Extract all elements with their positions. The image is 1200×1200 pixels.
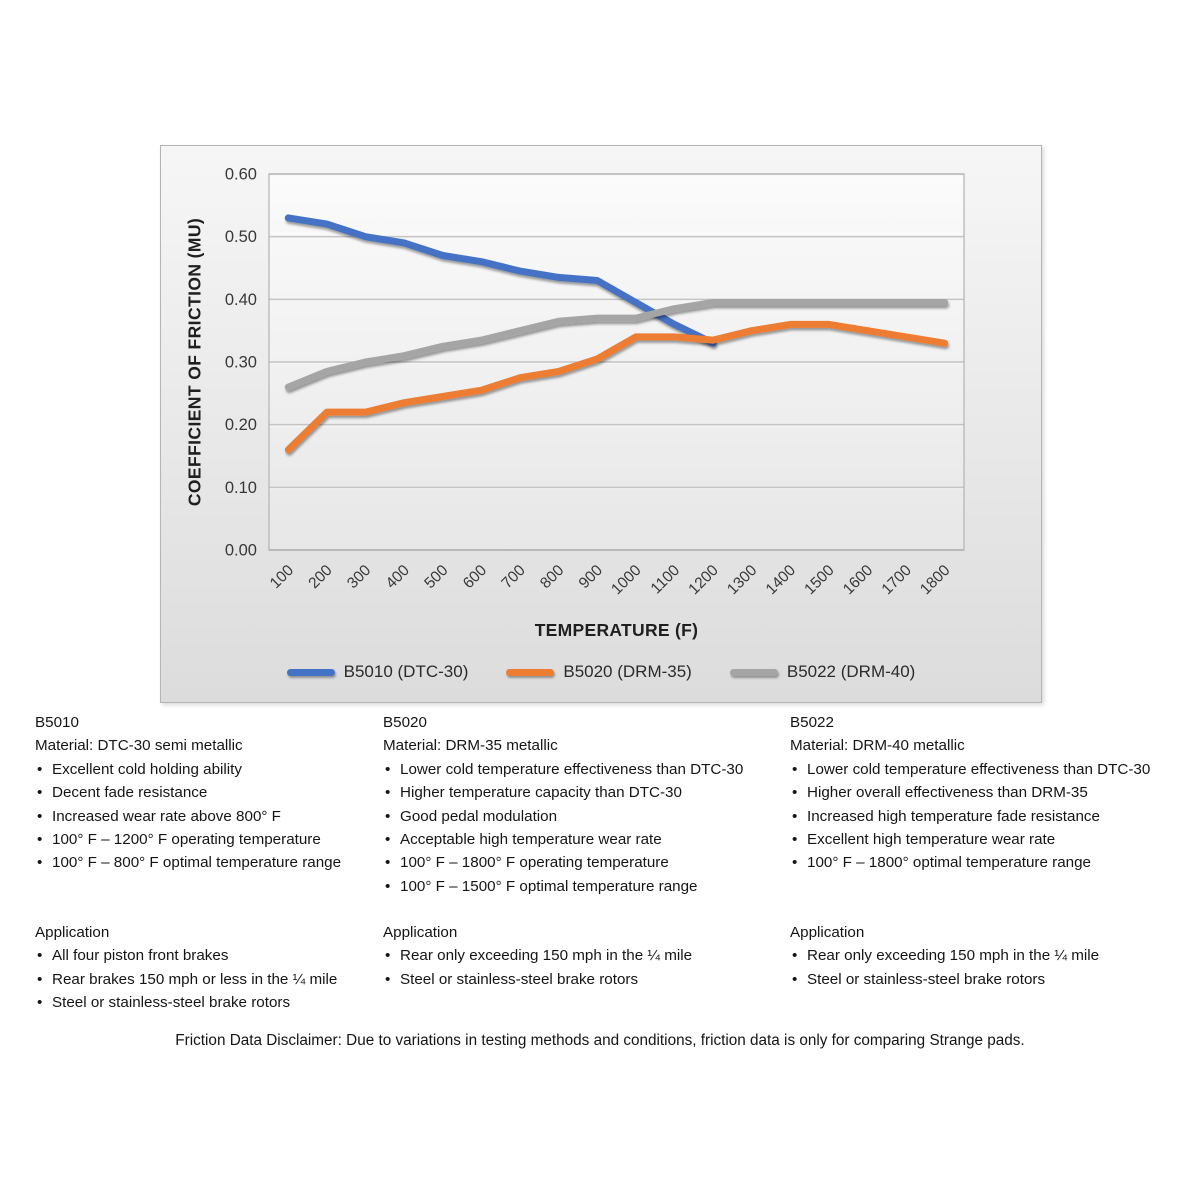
x-tick-label: 1700: [879, 562, 916, 599]
application-heading: Application: [383, 924, 458, 941]
spec-bullet: Increased high temperature fade resistan…: [790, 805, 1192, 829]
legend-swatch-b5020: [506, 668, 555, 676]
spec-bullet: Higher temperature capacity than DTC-30: [383, 781, 781, 805]
x-tick-label: 100: [267, 562, 298, 593]
friction-chart-card: 0.00 0.10 0.20 0.30 0.40 0.50 0.60 100 200 300 400…: [160, 145, 1042, 703]
y-tick-label: 0.10: [225, 479, 257, 497]
material-line: Material: DRM-40 metallic: [790, 737, 965, 755]
spec-bullet: Lower cold temperature effectiveness tha…: [383, 758, 781, 782]
plot-border: [268, 173, 965, 551]
spec-bullet: Lower cold temperature effectiveness tha…: [790, 758, 1192, 782]
spec-bullet: 100° F – 800° F optimal temperature rang…: [35, 851, 370, 875]
x-tick-label: 200: [305, 562, 336, 593]
y-tick-label: 0.30: [225, 354, 257, 372]
x-tick-label: 300: [344, 562, 375, 593]
material-line: Material: DTC-30 semi metallic: [35, 737, 243, 755]
material-line: Material: DRM-35 metallic: [383, 737, 558, 755]
application-bullet: Steel or stainless-steel brake rotors: [790, 968, 1192, 992]
spec-bullet: Excellent high temperature wear rate: [790, 828, 1192, 852]
legend-item-b5010: B5010 (DTC-30): [286, 662, 469, 682]
legend-swatch-b5010: [286, 668, 335, 676]
x-tick-label: 1100: [648, 562, 684, 598]
spec-block: B5020 Material: DRM-35 metallic Lower co…: [383, 711, 781, 921]
spec-bullet: Acceptable high temperature wear rate: [383, 828, 781, 852]
application-heading: Application: [790, 924, 865, 941]
y-tick-label: 0.00: [225, 542, 257, 560]
legend-swatch-b5022: [729, 668, 778, 676]
application-bullet-list: All four piston front brakes Rear brakes…: [35, 944, 370, 1015]
spec-block: B5010 Material: DTC-30 semi metallic Exc…: [35, 711, 370, 921]
x-tick-label: 500: [421, 562, 452, 593]
spec-bullet: 100° F – 1200° F operating temperature: [35, 828, 370, 852]
spec-bullet: Excellent cold holding ability: [35, 758, 370, 782]
x-tick-label: 1600: [840, 562, 877, 599]
legend-label: B5022 (DRM-40): [786, 662, 916, 681]
x-axis-title: TEMPERATURE (F): [534, 620, 699, 640]
application-bullet: Rear only exceeding 150 mph in the ¼ mil…: [383, 944, 781, 968]
x-tick-label: 1500: [801, 562, 838, 599]
spec-column-b5020: B5020 Material: DRM-35 metallic Lower co…: [383, 711, 781, 992]
spec-column-b5022: B5022 Material: DRM-40 metallic Lower co…: [790, 711, 1192, 992]
y-tick-label: 0.60: [225, 166, 257, 184]
application-heading: Application: [35, 924, 110, 941]
spec-bullet: 100° F – 1500° F optimal temperature ran…: [383, 875, 781, 899]
application-bullet-list: Rear only exceeding 150 mph in the ¼ mil…: [383, 944, 781, 991]
x-tick-label: 800: [537, 562, 568, 593]
x-tick-label: 1200: [685, 562, 722, 599]
chart-canvas: 0.00 0.10 0.20 0.30 0.40 0.50 0.60 100 200 300 400…: [225, 166, 965, 599]
application-bullet: Rear only exceeding 150 mph in the ¼ mil…: [790, 944, 1192, 968]
application-block: Application Rear only exceeding 150 mph …: [383, 921, 781, 992]
x-tick-label: 1400: [763, 562, 800, 599]
spec-bullet: Decent fade resistance: [35, 781, 370, 805]
chart-legend: B5010 (DTC-30) B5020 (DRM-35) B5022 (DRM…: [161, 662, 1041, 682]
legend-item-b5022: B5022 (DRM-40): [729, 662, 916, 682]
y-tick-label: 0.40: [225, 291, 257, 309]
product-code: B5020: [383, 714, 427, 731]
x-tick-label: 1000: [608, 562, 645, 599]
x-tick-label: 600: [460, 562, 491, 593]
series-line-b5010: [284, 214, 717, 347]
legend-label: B5010 (DTC-30): [343, 662, 469, 681]
x-tick-label: 700: [498, 562, 529, 593]
series-line-b5020: [284, 320, 949, 454]
x-tick-label: 1800: [917, 562, 954, 599]
x-tick-label: 400: [383, 562, 414, 593]
spec-bullet: Good pedal modulation: [383, 805, 781, 829]
product-code: B5010: [35, 714, 79, 731]
spec-bullet: Higher overall effectiveness than DRM-35: [790, 781, 1192, 805]
application-block: Application Rear only exceeding 150 mph …: [790, 921, 1192, 992]
application-block: Application All four piston front brakes…: [35, 921, 370, 1015]
legend-label: B5020 (DRM-35): [563, 662, 692, 681]
x-tick-label: 900: [576, 562, 607, 593]
application-bullet: Steel or stainless-steel brake rotors: [35, 991, 370, 1015]
product-code: B5022: [790, 714, 834, 731]
series-line-b5022: [284, 299, 949, 391]
application-bullet: All four piston front brakes: [35, 944, 370, 968]
friction-data-disclaimer: Friction Data Disclaimer: Due to variati…: [175, 1032, 1025, 1049]
spec-column-b5010: B5010 Material: DTC-30 semi metallic Exc…: [35, 711, 370, 1015]
application-bullet: Steel or stainless-steel brake rotors: [383, 968, 781, 992]
x-tick-label: 1300: [724, 562, 761, 599]
spec-bullet-list: Excellent cold holding ability Decent fa…: [35, 758, 370, 875]
application-bullet-list: Rear only exceeding 150 mph in the ¼ mil…: [790, 944, 1192, 991]
spec-bullet: 100° F – 1800° F operating temperature: [383, 851, 781, 875]
application-bullet: Rear brakes 150 mph or less in the ¼ mil…: [35, 968, 370, 992]
spec-bullet-list: Lower cold temperature effectiveness tha…: [383, 758, 781, 899]
spec-bullet-list: Lower cold temperature effectiveness tha…: [790, 758, 1192, 875]
legend-item-b5020: B5020 (DRM-35): [506, 662, 692, 682]
y-axis-title: COEFFICIENT OF FRICTION (MU): [184, 217, 205, 507]
spec-bullet: 100° F – 1800° optimal temperature range: [790, 851, 1192, 875]
spec-bullet: Increased wear rate above 800° F: [35, 805, 370, 829]
y-tick-label: 0.20: [225, 416, 257, 434]
y-tick-label: 0.50: [225, 228, 257, 246]
spec-block: B5022 Material: DRM-40 metallic Lower co…: [790, 711, 1192, 921]
